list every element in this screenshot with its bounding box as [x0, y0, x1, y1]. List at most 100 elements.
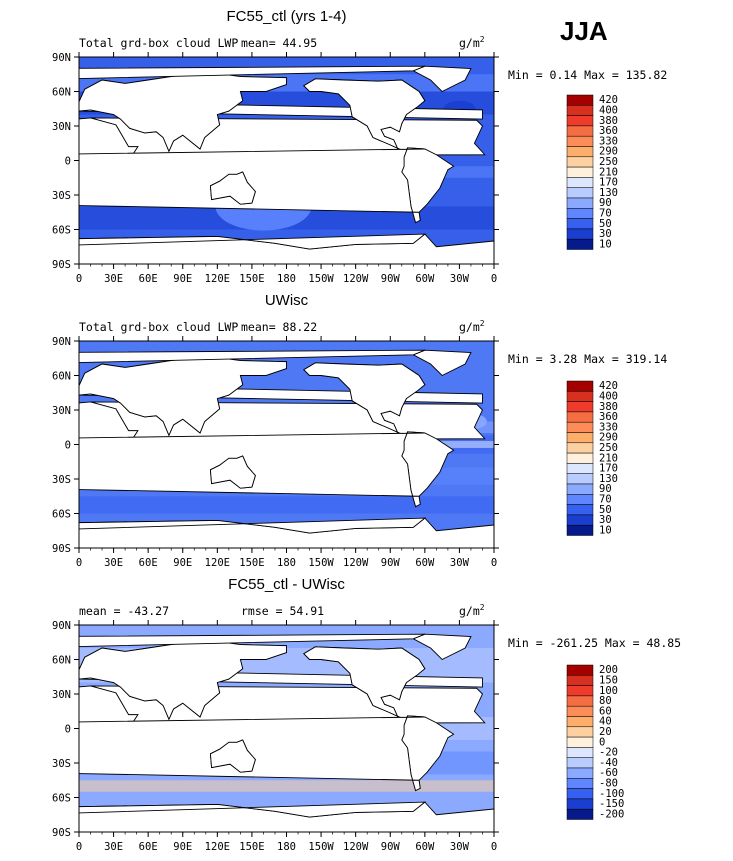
- colorbar-label: 360: [599, 411, 618, 423]
- colorbar-swatch: [566, 685, 594, 697]
- colorbar-label: 250: [599, 156, 618, 168]
- band-0: [79, 780, 494, 792]
- colorbar-swatch: [566, 208, 594, 219]
- y-tick-label: 90N: [52, 52, 71, 64]
- x-tick-label: 0: [491, 273, 497, 285]
- colorbar-label: 70: [599, 207, 612, 219]
- y-tick-label: 90S: [52, 543, 71, 555]
- panel-title: UWisc: [265, 292, 309, 309]
- x-tick-label: 60E: [139, 273, 158, 285]
- colorbar-label: 420: [599, 380, 618, 392]
- x-tick-label: 120E: [205, 557, 230, 569]
- colorbar-label: 50: [599, 218, 612, 230]
- x-tick-label: 30E: [104, 841, 123, 853]
- colorbar-label: -200: [599, 808, 624, 820]
- panel-title: FC55_ctl (yrs 1-4): [226, 8, 346, 25]
- colorbar-swatch: [566, 757, 594, 769]
- y-tick-label: 90S: [52, 259, 71, 271]
- colorbar-label: 330: [599, 135, 618, 147]
- colorbar-swatch: [566, 778, 594, 789]
- colorbar-swatch: [566, 442, 594, 454]
- colorbar-swatch: [566, 146, 594, 158]
- colorbar-label: 210: [599, 166, 618, 178]
- colorbar-swatch: [566, 125, 594, 137]
- x-tick-label: 60E: [139, 557, 158, 569]
- colorbar-label: 210: [599, 452, 618, 464]
- x-tick-label: 60W: [415, 557, 435, 569]
- y-tick-label: 30S: [52, 190, 71, 202]
- x-tick-label: 150E: [239, 273, 264, 285]
- land-eurasia-wrap: [79, 71, 287, 153]
- colorbar-label: -20: [599, 747, 618, 759]
- land-antarctica-wrap: [79, 233, 427, 264]
- colorbar-label: 380: [599, 401, 618, 413]
- minmax-label: Min = 3.28 Max = 319.14: [508, 352, 667, 366]
- colorbar-label: 90: [599, 197, 612, 209]
- colorbar-swatch: [566, 726, 594, 738]
- y-tick-label: 60S: [52, 793, 71, 805]
- colorbar-label: 10: [599, 238, 612, 250]
- x-tick-label: 90E: [173, 841, 192, 853]
- mean-label: mean= 44.95: [241, 36, 317, 50]
- land-eurasia-wrap: [79, 639, 287, 721]
- colorbar-swatch: [566, 736, 594, 748]
- x-tick-label: 30E: [104, 273, 123, 285]
- colorbar-label: 380: [599, 115, 618, 127]
- land-australia-wrap: [209, 171, 256, 205]
- land-eurasia-wrap: [79, 355, 287, 437]
- mean-label: mean = -43.27: [79, 604, 169, 618]
- y-tick-label: 30N: [52, 121, 71, 133]
- colorbar-swatch: [566, 524, 594, 536]
- mean-label: mean= 88.22: [241, 320, 317, 334]
- variable-label: Total grd-box cloud LWP: [79, 320, 238, 334]
- land-north-america-wrap: [303, 78, 426, 151]
- x-tick-label: 0: [491, 557, 497, 569]
- y-tick-label: 0: [65, 440, 71, 452]
- x-tick-label: 0: [76, 273, 82, 285]
- colorbar-label: -150: [599, 798, 624, 810]
- y-tick-label: 60S: [52, 509, 71, 521]
- colorbar-label: 130: [599, 473, 618, 485]
- colorbar-label: 200: [599, 664, 618, 676]
- colorbar-label: 170: [599, 463, 618, 475]
- x-tick-label: 120E: [205, 273, 230, 285]
- x-tick-label: 60W: [415, 841, 435, 853]
- rmse-label: rmse = 54.91: [241, 604, 324, 618]
- colorbar-swatch: [566, 391, 594, 402]
- colorbar-swatch: [566, 483, 594, 495]
- units-label: g/m2: [459, 35, 485, 50]
- units-label: g/m2: [459, 319, 485, 334]
- x-tick-label: 150W: [308, 841, 334, 853]
- land-australia-wrap: [209, 455, 256, 489]
- x-tick-label: 120W: [343, 273, 369, 285]
- land-antarctica-wrap: [79, 801, 427, 832]
- colorbar-label: 360: [599, 125, 618, 137]
- x-tick-label: 0: [76, 557, 82, 569]
- season-label: JJA: [560, 16, 608, 46]
- land-australia-wrap: [209, 739, 256, 773]
- map-area: [79, 57, 494, 264]
- y-tick-label: 60N: [52, 87, 71, 99]
- x-tick-label: 30W: [450, 841, 470, 853]
- y-tick-label: 90S: [52, 827, 71, 839]
- land-greenland-wrap: [79, 65, 426, 79]
- colorbar-swatch: [566, 218, 594, 230]
- y-tick-label: 60N: [52, 371, 71, 383]
- x-tick-label: 90W: [381, 841, 401, 853]
- colorbar-label: 290: [599, 146, 618, 158]
- colorbar-swatch: [566, 177, 594, 188]
- colorbar-swatch: [566, 798, 594, 810]
- y-tick-label: 90N: [52, 620, 71, 632]
- x-tick-label: 90W: [381, 273, 401, 285]
- x-tick-label: 120W: [343, 557, 369, 569]
- colorbar-swatch: [566, 473, 594, 485]
- x-tick-label: 30E: [104, 557, 123, 569]
- colorbar-swatch: [566, 197, 594, 209]
- variable-label: Total grd-box cloud LWP: [79, 36, 238, 50]
- x-tick-label: 150E: [239, 841, 264, 853]
- x-tick-label: 150W: [308, 557, 334, 569]
- units-label: g/m2: [459, 603, 485, 618]
- colorbar-label: -100: [599, 788, 624, 800]
- colorbar-swatch: [566, 767, 594, 779]
